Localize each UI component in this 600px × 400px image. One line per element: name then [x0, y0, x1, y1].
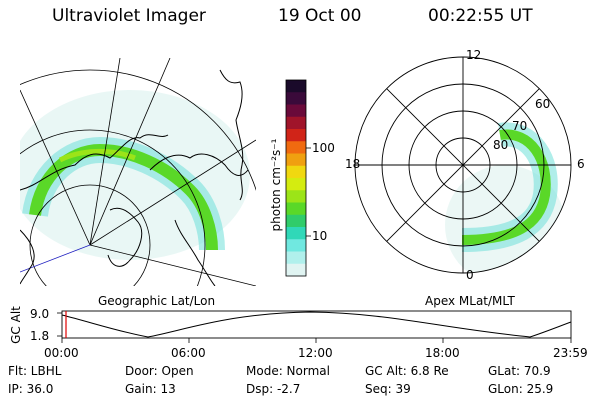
status-gc-alt: GC Alt: 6.8 Re [365, 364, 449, 378]
altitude-ytick-top: 9.0 [30, 307, 50, 321]
status-dsp: Dsp: -2.7 [246, 382, 301, 396]
instrument-title: Ultraviolet Imager [52, 6, 206, 26]
mlt-label-6: 6 [577, 157, 585, 171]
altitude-plot [57, 310, 572, 343]
colorbar-segment [286, 116, 306, 130]
colorbar-unit-label: photon cm⁻²s⁻¹ [269, 138, 283, 232]
colorbar-segment [286, 239, 306, 252]
colorbar-segment [286, 251, 306, 265]
colorbar-segment [286, 153, 306, 167]
colorbar-segment [286, 202, 306, 216]
status-seq: Seq: 39 [365, 382, 411, 396]
colorbar-tick-10: 10 [312, 229, 328, 243]
colorbar-segment [286, 214, 306, 228]
altitude-ytick-bottom: 1.8 [30, 329, 50, 343]
colorbar-segment [286, 141, 306, 154]
colorbar-segment [286, 92, 306, 105]
colorbar-segment [286, 178, 306, 191]
observation-time: 00:22:55 UT [428, 6, 533, 26]
mlt-label-18: 18 [345, 157, 361, 171]
colorbar-segment [286, 227, 306, 240]
status-mode: Mode: Normal [246, 364, 330, 378]
geographic-map [20, 58, 256, 286]
status-glon: GLon: 25.9 [488, 382, 554, 396]
mlat-label-70: 70 [512, 119, 528, 133]
colorbar-tick-100: 100 [312, 141, 335, 155]
mlat-label-80: 80 [493, 138, 509, 152]
apex-polar-map [354, 56, 572, 274]
mlt-label-12: 12 [466, 48, 482, 62]
colorbar-segment [286, 165, 306, 179]
colorbar-segment [286, 80, 306, 93]
colorbar-segment [286, 190, 306, 203]
time-tick-0000: 00:00 [44, 346, 79, 360]
apex-caption: Apex MLat/MLT [425, 294, 515, 308]
geographic-caption: Geographic Lat/Lon [98, 294, 216, 308]
time-tick-2359: 23:59 [553, 346, 588, 360]
colorbar-segment [286, 104, 306, 118]
time-tick-0600: 06:00 [171, 346, 206, 360]
mlat-label-60: 60 [535, 97, 551, 111]
status-ip: IP: 36.0 [8, 382, 54, 396]
status-door: Door: Open [125, 364, 194, 378]
altitude-ylabel: GC Alt [9, 306, 23, 344]
status-glat: GLat: 70.9 [488, 364, 551, 378]
time-tick-1800: 18:00 [425, 346, 460, 360]
colorbar-segment [286, 129, 306, 142]
colorbar-segment [286, 263, 306, 277]
mlt-label-0: 0 [466, 268, 474, 282]
time-tick-1200: 12:00 [298, 346, 333, 360]
colorbar-scale [286, 80, 306, 277]
status-flt: Flt: LBHL [8, 364, 62, 378]
observation-date: 19 Oct 00 [278, 6, 362, 26]
status-gain: Gain: 13 [125, 382, 176, 396]
